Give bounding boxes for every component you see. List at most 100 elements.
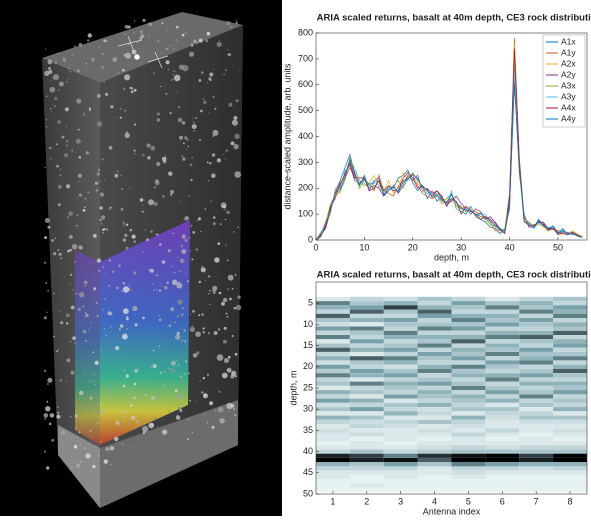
rock xyxy=(217,406,224,413)
rock xyxy=(173,272,176,274)
rock xyxy=(172,232,175,235)
heat-cell xyxy=(383,309,418,314)
heat-cell xyxy=(519,436,554,441)
rock xyxy=(90,57,95,62)
rock xyxy=(84,206,86,209)
rock xyxy=(64,107,69,112)
rock xyxy=(88,328,90,330)
heat-cell xyxy=(485,390,520,395)
heat-cell xyxy=(417,318,452,323)
rock xyxy=(48,422,52,426)
rock xyxy=(43,316,47,320)
heat-cell xyxy=(485,398,520,403)
rock xyxy=(209,72,214,77)
heat-cell xyxy=(451,330,486,335)
heat-cell xyxy=(553,390,587,395)
heat-cell xyxy=(553,343,587,348)
heat-cell xyxy=(451,343,486,348)
rock xyxy=(163,370,166,373)
series-line xyxy=(315,48,583,241)
rock xyxy=(142,426,149,433)
rock xyxy=(169,322,171,325)
rock xyxy=(149,268,154,273)
heat-cell xyxy=(417,402,452,407)
heat-cell xyxy=(519,301,554,306)
rock xyxy=(112,270,115,273)
rock xyxy=(56,164,59,168)
rock xyxy=(223,339,227,344)
heat-cell xyxy=(451,373,486,378)
heat-cell xyxy=(349,436,384,441)
heat-cell xyxy=(519,458,554,463)
heat-cell xyxy=(383,390,418,395)
rocks xyxy=(43,18,242,470)
rock xyxy=(46,383,49,385)
rock xyxy=(130,90,134,94)
rock xyxy=(121,188,123,190)
rock xyxy=(57,406,59,408)
rock xyxy=(206,161,209,164)
rock xyxy=(142,204,144,206)
heat-cell xyxy=(485,330,520,335)
heat-cell xyxy=(417,483,452,488)
heat-cell xyxy=(485,474,520,480)
rock xyxy=(179,200,180,202)
rock xyxy=(176,315,179,318)
rock xyxy=(186,384,189,387)
rock xyxy=(114,436,119,442)
rock xyxy=(115,286,119,290)
rock xyxy=(176,282,183,289)
rock xyxy=(85,313,89,317)
heat-cell xyxy=(349,356,384,361)
heat-cell xyxy=(519,462,554,467)
heat-cell xyxy=(417,301,452,306)
rock xyxy=(82,329,87,334)
heat-cell xyxy=(383,436,418,441)
x-tick-label: 5 xyxy=(466,496,471,506)
rock xyxy=(212,134,215,138)
rock xyxy=(170,189,175,195)
rock xyxy=(230,141,235,146)
rock xyxy=(158,318,162,322)
heat-cell xyxy=(316,398,350,403)
x-axis-label: Antenna index xyxy=(423,506,481,516)
heat-cell xyxy=(417,458,452,463)
heat-cell xyxy=(349,453,384,458)
rock xyxy=(92,464,96,469)
heat-cell xyxy=(519,432,554,437)
rock xyxy=(204,208,207,210)
rock xyxy=(173,74,181,82)
rock xyxy=(216,158,221,163)
rock xyxy=(65,184,71,189)
y-tick-label: 10 xyxy=(303,319,313,329)
rock xyxy=(139,63,141,65)
rock xyxy=(192,117,194,120)
rock xyxy=(139,417,141,419)
rock xyxy=(227,274,234,281)
rock xyxy=(134,153,136,155)
rock xyxy=(142,251,144,253)
rock xyxy=(46,466,50,470)
rock xyxy=(222,153,225,155)
y-tick-label: 25 xyxy=(303,382,313,392)
heat-cell xyxy=(383,296,418,301)
heat-cell xyxy=(519,368,554,374)
rock xyxy=(45,126,48,128)
rock xyxy=(142,18,146,22)
rock xyxy=(98,46,100,48)
heat-cell xyxy=(349,470,384,475)
heat-cell xyxy=(349,394,384,399)
rock xyxy=(89,396,93,400)
heat-cell xyxy=(485,347,520,352)
rock xyxy=(225,149,228,152)
rock xyxy=(202,98,205,100)
heat-cell xyxy=(383,402,418,407)
rock xyxy=(120,174,122,177)
rock xyxy=(172,279,178,285)
rock xyxy=(57,120,62,124)
rock xyxy=(76,69,80,73)
rock xyxy=(103,179,105,181)
rock xyxy=(118,265,121,268)
rock xyxy=(211,425,215,429)
heat-cell xyxy=(316,326,350,331)
